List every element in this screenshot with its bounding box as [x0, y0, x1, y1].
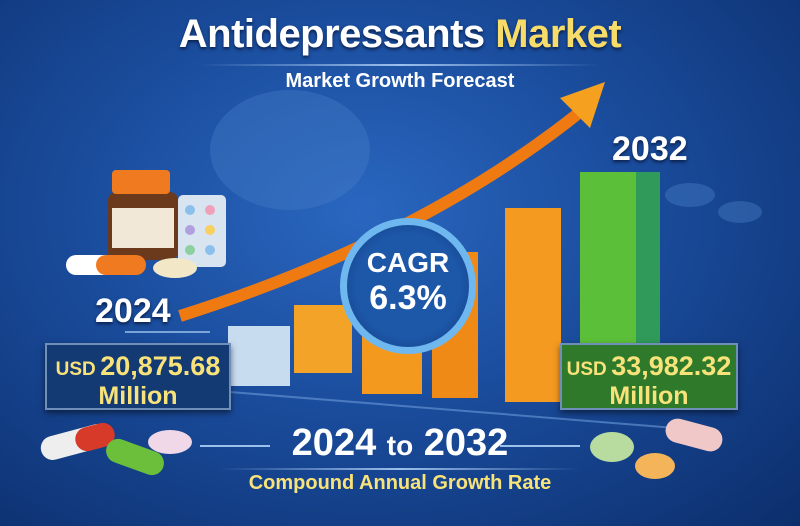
start-value: 20,875.68 [100, 351, 221, 381]
pills-left-icon [40, 422, 192, 476]
end-value-box: USD 33,982.32 Million [560, 343, 738, 410]
pills-right-icon [590, 418, 723, 479]
end-unit: Million [609, 382, 689, 411]
bar [294, 305, 352, 373]
pill-bottle-icon [66, 170, 226, 278]
start-currency: USD [55, 359, 96, 380]
page-title: Antidepressants Market [0, 12, 800, 57]
title-main: Antidepressants [178, 12, 485, 56]
end-currency: USD [566, 359, 607, 380]
bar-2024 [228, 326, 290, 386]
start-year: 2024 [95, 292, 171, 330]
period-to: 2032 [423, 422, 509, 464]
start-value-box: USD 20,875.68 Million [45, 343, 231, 410]
caption-divider [220, 468, 580, 470]
bar [505, 208, 561, 402]
start-unit: Million [98, 382, 178, 411]
cagr-badge: CAGR 6.3% [340, 218, 476, 354]
period-from: 2024 [291, 422, 377, 464]
bar-2032-side [636, 172, 660, 347]
subtitle: Market Growth Forecast [285, 70, 515, 92]
range-divider-left [200, 445, 270, 447]
end-year: 2032 [612, 130, 688, 168]
brain-icon [210, 90, 370, 210]
period-caption: Compound Annual Growth Rate [248, 472, 552, 494]
arrow-head-icon [560, 82, 605, 128]
title-highlight: Market [495, 12, 622, 56]
floor-line [229, 391, 701, 431]
bubble-icon [665, 183, 715, 207]
bubble-icon [718, 201, 762, 223]
cagr-value: 6.3% [369, 279, 447, 317]
range-divider-right [500, 445, 580, 447]
cagr-label: CAGR [366, 247, 450, 278]
period-to-word: to [386, 430, 414, 461]
period-range: 2024 to 2032 [0, 422, 800, 465]
title-divider [200, 64, 600, 66]
end-value: 33,982.32 [611, 351, 732, 381]
